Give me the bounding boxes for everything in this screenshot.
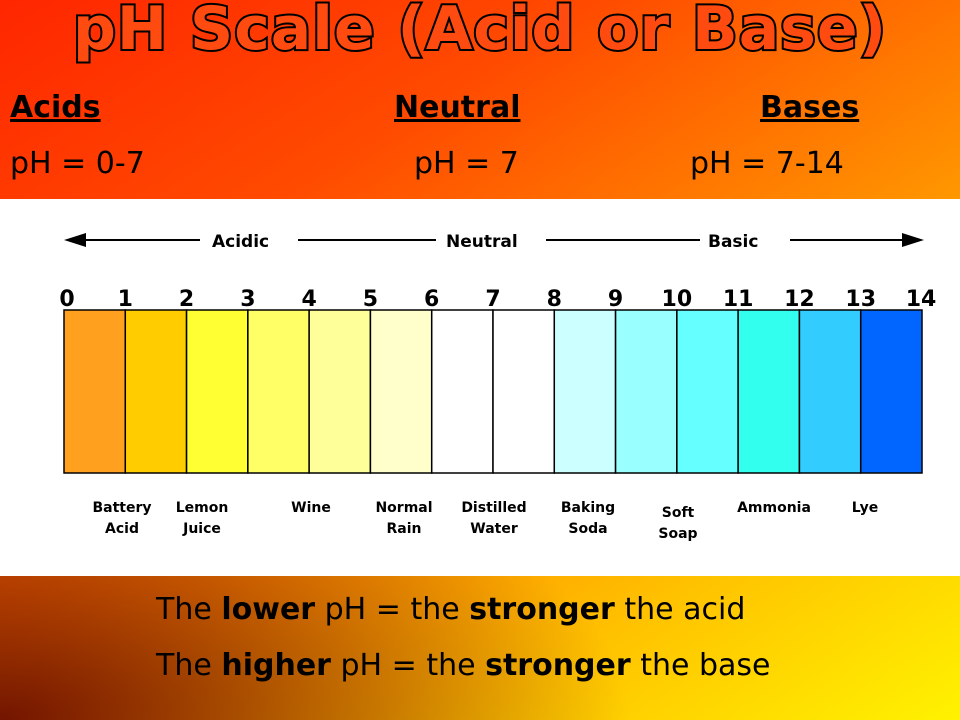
ph-cell-9 [614, 309, 678, 474]
tick-label-11: 11 [723, 287, 754, 312]
scale-header: Acidic Neutral Basic [64, 232, 924, 252]
example-label-1: Lemon Juice [176, 500, 229, 537]
acids-label: Acids [10, 90, 101, 125]
neutral-range: pH = 7 [414, 146, 519, 181]
example-label-8: Lye [852, 500, 879, 516]
statement-lower-acid: The lower pH = the stronger the acid [156, 592, 746, 627]
ph-cell-12 [798, 309, 862, 474]
tick-label-12: 12 [784, 287, 815, 312]
color-cells [63, 309, 923, 474]
ph-cell-11 [737, 309, 801, 474]
tick-labels: 0 1 2 3 4 5 6 7 8 9 10 11 12 13 14 [59, 287, 936, 312]
neutral-header-label: Neutral [446, 232, 518, 252]
basic-arrowhead [902, 233, 924, 247]
example-label-7: Ammonia [737, 500, 811, 516]
tick-label-10: 10 [662, 287, 693, 312]
acidic-header-label: Acidic [212, 232, 269, 252]
tick-label-13: 13 [845, 287, 876, 312]
tick-label-8: 8 [547, 287, 562, 312]
acidic-arrowhead [64, 233, 86, 247]
ph-cell-4 [308, 309, 372, 474]
tick-label-14: 14 [906, 287, 937, 312]
tick-label-5: 5 [363, 287, 378, 312]
tick-label-3: 3 [240, 287, 255, 312]
tick-label-7: 7 [485, 287, 500, 312]
acids-range: pH = 0-7 [10, 146, 145, 181]
ph-cell-0 [63, 309, 127, 474]
ph-cell-8 [553, 309, 617, 474]
example-label-6: Soft Soap [658, 505, 697, 542]
bases-range: pH = 7-14 [690, 146, 844, 181]
tick-label-4: 4 [301, 287, 316, 312]
example-label-5: Baking Soda [561, 500, 615, 537]
example-label-0: Battery Acid [92, 500, 151, 537]
ph-cell-5 [369, 309, 433, 474]
tick-label-1: 1 [118, 287, 133, 312]
ph-cell-10 [676, 309, 739, 474]
tick-label-6: 6 [424, 287, 439, 312]
ph-cell-3 [247, 309, 310, 474]
example-label-2: Wine [291, 500, 331, 516]
example-label-3: Normal Rain [375, 500, 432, 537]
bases-label: Bases [760, 90, 860, 125]
ph-cell-13 [859, 309, 923, 474]
basic-header-label: Basic [708, 232, 758, 252]
ph-scale-panel: Acidic Neutral Basic 0 1 2 3 4 5 6 7 8 9 10 11 12 13 1… [0, 199, 960, 576]
ph-cell-2 [185, 309, 249, 474]
tick-label-9: 9 [608, 287, 623, 312]
tick-label-0: 0 [59, 287, 74, 312]
page-title: pH Scale (Acid or Base) [71, 0, 888, 66]
ph-cell-7 [492, 309, 556, 474]
tick-label-2: 2 [179, 287, 194, 312]
statement-higher-base: The higher pH = the stronger the base [156, 648, 771, 683]
ph-cell-1 [124, 309, 188, 474]
example-label-4: Distilled Water [461, 500, 526, 537]
ph-cell-6 [430, 309, 494, 474]
example-labels: Battery Acid Lemon Juice Wine Normal Rain Disti… [92, 500, 878, 542]
ph-scale-diagram: Acidic Neutral Basic 0 1 2 3 4 5 6 7 8 9 10 11 12 13 1… [59, 232, 936, 542]
neutral-label: Neutral [394, 90, 521, 125]
